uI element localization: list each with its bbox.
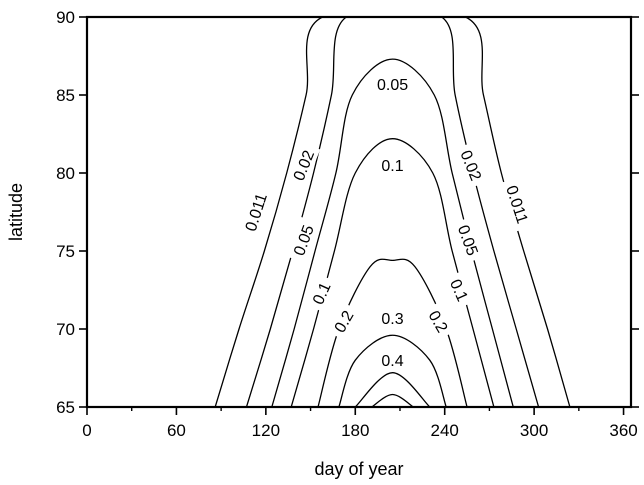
contour-label-bg bbox=[286, 216, 320, 264]
contour-line bbox=[354, 372, 431, 407]
contour-label: 0.2 bbox=[326, 301, 361, 341]
contour-label-bg bbox=[371, 74, 414, 95]
contour-line bbox=[371, 393, 414, 407]
contour-label: 0.05 bbox=[371, 74, 414, 95]
axis-ticks bbox=[79, 16, 639, 415]
y-tick-label: 80 bbox=[56, 164, 75, 183]
contour-label-text: 0.05 bbox=[454, 223, 481, 258]
contour-label-bg bbox=[238, 184, 273, 240]
x-tick-label: 180 bbox=[341, 421, 369, 440]
plot-frame bbox=[85, 15, 633, 409]
y-tick-label: 85 bbox=[56, 86, 75, 105]
x-axis-title: day of year bbox=[314, 459, 403, 479]
contour-label: 0.4 bbox=[376, 350, 410, 371]
y-tick-label: 75 bbox=[56, 242, 75, 261]
contour-label: 0.1 bbox=[443, 270, 476, 310]
contour-label-text: 0.02 bbox=[291, 148, 318, 183]
contour-label-text: 0.011 bbox=[502, 184, 530, 226]
contour-label: 0.3 bbox=[376, 308, 410, 329]
x-tick-label: 360 bbox=[609, 421, 637, 440]
contour-label-text: 0.05 bbox=[291, 223, 318, 258]
x-tick-label: 300 bbox=[520, 421, 548, 440]
contour-label-bg bbox=[443, 270, 476, 310]
contour-line bbox=[245, 17, 540, 407]
contour-line bbox=[271, 58, 514, 407]
contour-label: 0.011 bbox=[500, 176, 536, 232]
tick-labels: 0 60 120 180 240 300 360 65 70 75 80 85 90 bbox=[56, 8, 638, 440]
contour-label-text: 0.02 bbox=[456, 148, 483, 183]
contour-label-bg bbox=[421, 301, 456, 341]
y-tick-label: 90 bbox=[56, 8, 75, 27]
contour-label-text: 0.1 bbox=[381, 158, 403, 175]
contour-label: 0.1 bbox=[376, 155, 410, 176]
contour-label-bg bbox=[326, 301, 361, 341]
contour-label-bg bbox=[451, 216, 486, 264]
contour-line bbox=[214, 17, 571, 407]
x-tick-label: 240 bbox=[431, 421, 459, 440]
contour-label-bg bbox=[500, 176, 536, 232]
contour-label-bg bbox=[454, 141, 489, 189]
y-tick-label: 70 bbox=[56, 320, 75, 339]
contour-label: 0.011 bbox=[238, 184, 273, 240]
contour-label-text: 0.3 bbox=[381, 311, 403, 328]
contour-label-bg bbox=[376, 155, 410, 176]
contour-label-bg bbox=[376, 308, 410, 329]
contour-label-text: 0.011 bbox=[243, 191, 271, 233]
contour-label: 0.02 bbox=[454, 141, 489, 189]
x-tick-label: 0 bbox=[82, 421, 91, 440]
contour-label-bg bbox=[305, 273, 337, 313]
contour-label-text: 0.4 bbox=[381, 353, 403, 370]
contour-label-bg bbox=[285, 141, 321, 189]
contour-label: 0.05 bbox=[286, 216, 320, 264]
y-axis-title: latitude bbox=[6, 183, 26, 241]
x-tick-label: 60 bbox=[167, 421, 186, 440]
contour-line bbox=[338, 334, 447, 407]
contour-label: 0.1 bbox=[305, 273, 337, 313]
contour-label-text: 0.05 bbox=[377, 77, 408, 94]
contour-label: 0.2 bbox=[421, 301, 456, 341]
contour-label-bg bbox=[376, 350, 410, 371]
contour-label: 0.05 bbox=[451, 216, 486, 264]
x-tick-label: 120 bbox=[252, 421, 280, 440]
y-tick-label: 65 bbox=[56, 398, 75, 417]
